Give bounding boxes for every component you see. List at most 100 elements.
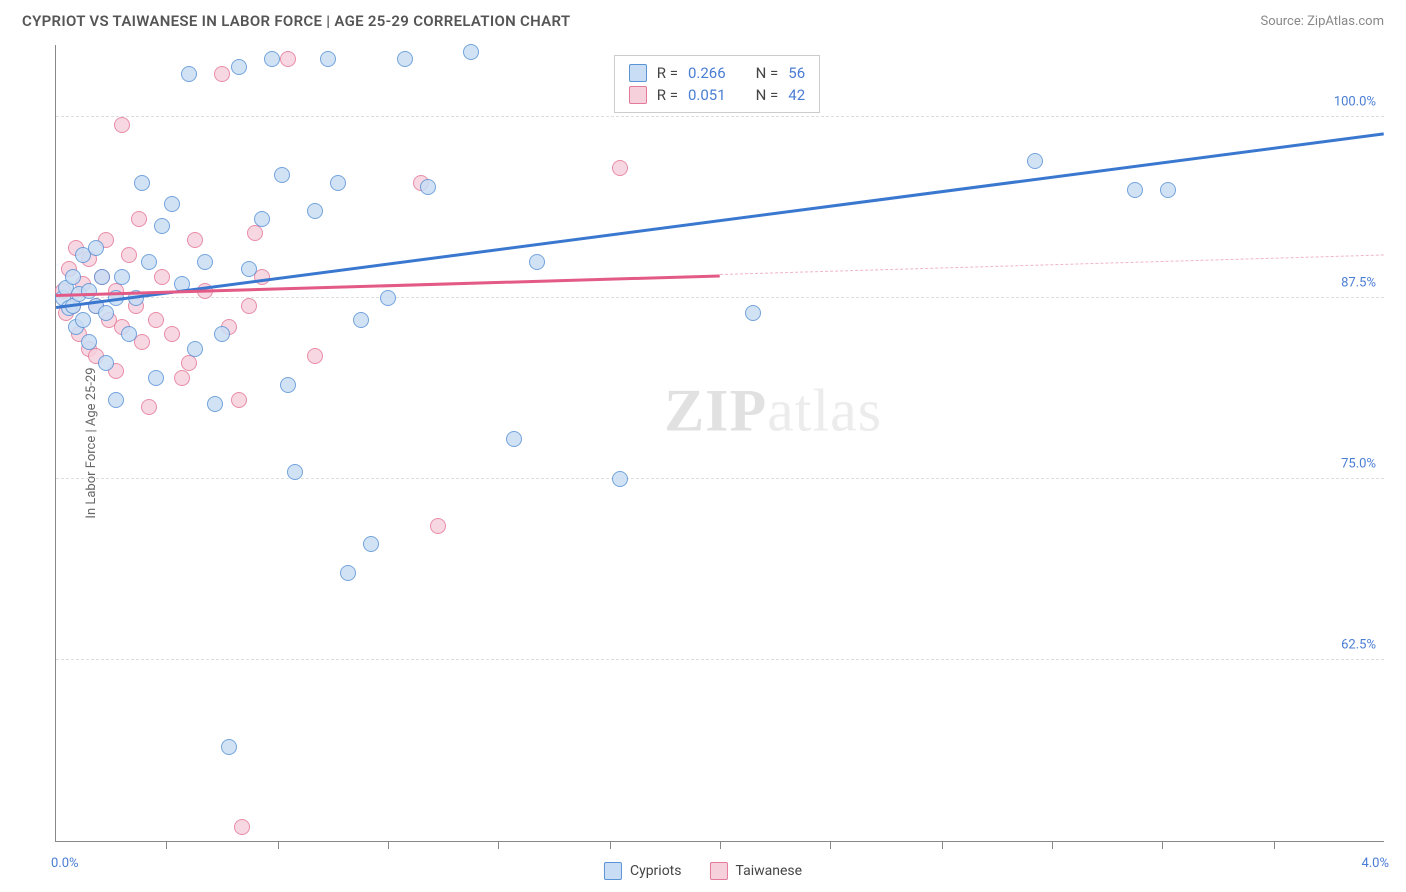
data-point bbox=[745, 305, 761, 321]
data-point bbox=[65, 269, 81, 285]
x-tick bbox=[720, 841, 721, 849]
legend-marker bbox=[710, 862, 728, 880]
series-marker bbox=[629, 64, 647, 82]
data-point bbox=[241, 261, 257, 277]
stat-r-value: 0.051 bbox=[688, 86, 726, 104]
data-point bbox=[330, 175, 346, 191]
stat-n-label: N = bbox=[756, 86, 779, 104]
x-tick bbox=[610, 841, 611, 849]
data-point bbox=[320, 51, 336, 67]
data-point bbox=[141, 399, 157, 415]
legend-label: Cypriots bbox=[630, 863, 682, 879]
data-point bbox=[264, 51, 280, 67]
y-tick-label: 100.0% bbox=[1334, 95, 1376, 110]
legend-item: Taiwanese bbox=[710, 862, 803, 880]
stats-row: R =0.266N =56 bbox=[629, 62, 805, 84]
data-point bbox=[612, 471, 628, 487]
x-tick bbox=[1052, 841, 1053, 849]
gridline bbox=[56, 659, 1384, 660]
data-point bbox=[121, 326, 137, 342]
data-point bbox=[114, 269, 130, 285]
data-point bbox=[187, 341, 203, 357]
data-point bbox=[164, 196, 180, 212]
chart-title: CYPRIOT VS TAIWANESE IN LABOR FORCE | AG… bbox=[22, 12, 570, 30]
data-point bbox=[420, 179, 436, 195]
x-axis-min-label: 0.0% bbox=[51, 856, 79, 871]
x-tick bbox=[830, 841, 831, 849]
legend-label: Taiwanese bbox=[736, 863, 803, 879]
data-point bbox=[1127, 182, 1143, 198]
data-point bbox=[221, 739, 237, 755]
data-point bbox=[287, 464, 303, 480]
data-point bbox=[207, 396, 223, 412]
data-point bbox=[307, 348, 323, 364]
gridline bbox=[56, 116, 1384, 117]
data-point bbox=[98, 305, 114, 321]
stats-box: R =0.266N =56R =0.051N =42 bbox=[614, 55, 820, 113]
data-point bbox=[380, 290, 396, 306]
data-point bbox=[154, 269, 170, 285]
stat-n-value: 56 bbox=[788, 64, 805, 82]
data-point bbox=[88, 240, 104, 256]
data-point bbox=[247, 225, 263, 241]
data-point bbox=[241, 298, 257, 314]
data-point bbox=[187, 232, 203, 248]
data-point bbox=[134, 175, 150, 191]
data-point bbox=[164, 326, 180, 342]
data-point bbox=[174, 370, 190, 386]
data-point bbox=[108, 392, 124, 408]
data-point bbox=[94, 269, 110, 285]
stat-r-label: R = bbox=[657, 64, 678, 82]
stat-n-value: 42 bbox=[788, 86, 805, 104]
data-point bbox=[181, 355, 197, 371]
source-attribution: Source: ZipAtlas.com bbox=[1260, 14, 1384, 29]
gridline bbox=[56, 478, 1384, 479]
legend-item: Cypriots bbox=[604, 862, 682, 880]
y-tick-label: 62.5% bbox=[1341, 638, 1376, 653]
data-point bbox=[75, 312, 91, 328]
data-point bbox=[148, 312, 164, 328]
data-point bbox=[98, 355, 114, 371]
data-point bbox=[214, 326, 230, 342]
data-point bbox=[280, 377, 296, 393]
data-point bbox=[214, 66, 230, 82]
trend-line-extrapolated bbox=[720, 255, 1384, 276]
data-point bbox=[114, 117, 130, 133]
data-point bbox=[280, 51, 296, 67]
data-point bbox=[81, 334, 97, 350]
data-point bbox=[340, 565, 356, 581]
data-point bbox=[231, 392, 247, 408]
data-point bbox=[197, 254, 213, 270]
x-tick bbox=[166, 841, 167, 849]
x-tick bbox=[278, 841, 279, 849]
series-marker bbox=[629, 86, 647, 104]
x-tick bbox=[498, 841, 499, 849]
gridline bbox=[56, 297, 1384, 298]
data-point bbox=[231, 59, 247, 75]
y-tick-label: 87.5% bbox=[1341, 276, 1376, 291]
x-tick bbox=[1162, 841, 1163, 849]
legend-marker bbox=[604, 862, 622, 880]
chart-plot-area: In Labor Force | Age 25-29 62.5%75.0%87.… bbox=[55, 45, 1384, 842]
y-tick-label: 75.0% bbox=[1341, 457, 1376, 472]
x-tick bbox=[388, 841, 389, 849]
x-tick bbox=[1274, 841, 1275, 849]
chart-header: CYPRIOT VS TAIWANESE IN LABOR FORCE | AG… bbox=[0, 0, 1406, 38]
stat-n-label: N = bbox=[756, 64, 779, 82]
data-point bbox=[148, 370, 164, 386]
data-point bbox=[154, 218, 170, 234]
data-point bbox=[121, 247, 137, 263]
chart-legend: Cypriots Taiwanese bbox=[604, 862, 802, 880]
x-axis-max-label: 4.0% bbox=[1361, 856, 1389, 871]
stats-row: R = 0.051 N = 42 bbox=[629, 84, 805, 106]
data-point bbox=[307, 203, 323, 219]
data-point bbox=[612, 160, 628, 176]
data-point bbox=[397, 51, 413, 67]
data-point bbox=[363, 536, 379, 552]
stat-r-label: R = bbox=[657, 86, 678, 104]
data-point bbox=[506, 431, 522, 447]
data-point bbox=[1160, 182, 1176, 198]
x-tick bbox=[942, 841, 943, 849]
data-point bbox=[463, 44, 479, 60]
scatter-plot: 62.5% 75.0% 87.5% 100.0% bbox=[56, 45, 1384, 841]
